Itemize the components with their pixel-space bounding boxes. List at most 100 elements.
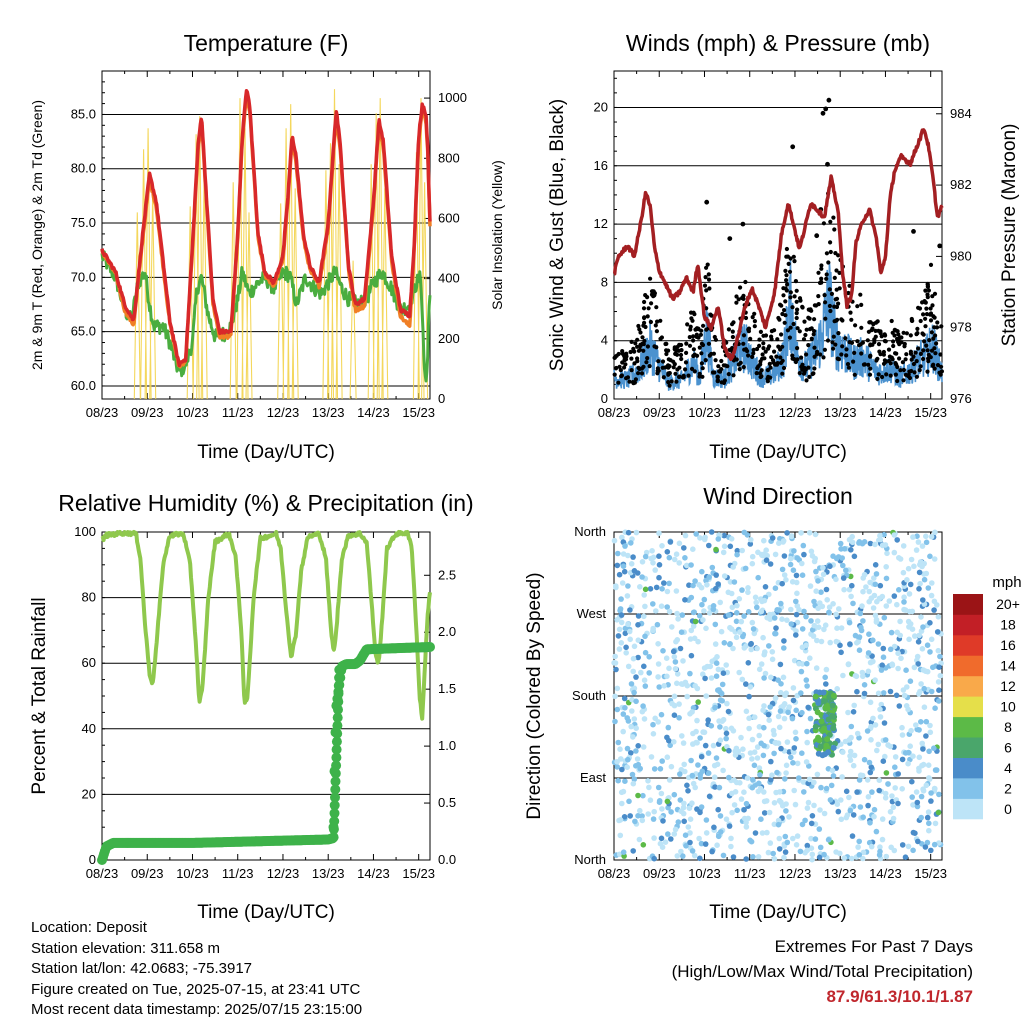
- gust-point: [843, 336, 848, 341]
- winds-xlabel: Time (Day/UTC): [709, 442, 847, 463]
- y-tick-label: 80.0: [71, 161, 96, 176]
- direction-point: [774, 769, 780, 776]
- humidity-title: Relative Humidity (%) & Precipitation (i…: [58, 490, 473, 516]
- direction-point: [877, 536, 884, 543]
- direction-point: [687, 830, 693, 836]
- legend-label: 2: [1004, 780, 1012, 796]
- direction-point: [650, 560, 656, 566]
- direction-point: [909, 626, 916, 632]
- y-tick-label: 12: [594, 216, 608, 231]
- direction-point: [688, 562, 694, 568]
- gust-point: [810, 371, 815, 377]
- direction-point: [760, 707, 766, 713]
- direction-point: [656, 562, 663, 568]
- gust-point: [912, 370, 917, 375]
- gust-point: [687, 343, 693, 348]
- gust-point: [706, 272, 711, 277]
- gust-point: [839, 352, 844, 357]
- gust-point: [895, 378, 900, 384]
- gust-point: [703, 358, 708, 363]
- direction-point: [660, 818, 666, 824]
- direction-point: [877, 582, 884, 589]
- y-tick-label: 0: [601, 391, 608, 406]
- gust-point: [727, 347, 732, 352]
- direction-point: [619, 534, 625, 541]
- direction-point: [714, 654, 720, 660]
- direction-point: [726, 823, 733, 829]
- direction-point: [665, 831, 671, 837]
- direction-point: [866, 759, 873, 766]
- gust-point: [691, 347, 697, 352]
- direction-point: [765, 849, 772, 856]
- direction-point: [746, 715, 752, 722]
- direction-point: [811, 802, 817, 809]
- gust-point: [645, 344, 651, 349]
- gust-point: [706, 277, 712, 282]
- gust-point: [903, 357, 908, 362]
- direction-point: [723, 662, 729, 668]
- direction-point: [668, 763, 675, 770]
- direction-point: [804, 728, 810, 735]
- direction-point: [834, 625, 840, 631]
- direction-point: [924, 668, 931, 675]
- direction-point: [692, 578, 698, 584]
- direction-point: [892, 754, 899, 760]
- direction-point: [855, 639, 861, 645]
- direction-point: [727, 641, 733, 647]
- direction-point: [692, 784, 698, 791]
- gust-point: [868, 353, 873, 358]
- direction-point: [626, 628, 633, 635]
- direction-point: [676, 560, 682, 566]
- gust-point: [884, 372, 889, 377]
- direction-point: [891, 643, 898, 650]
- direction-point: [854, 730, 861, 737]
- precip-point: [328, 832, 339, 843]
- direction-point: [712, 641, 719, 647]
- direction-point: [631, 776, 638, 782]
- direction-point: [928, 798, 934, 804]
- y-tick-label: South: [572, 688, 606, 703]
- direction-point: [776, 835, 783, 842]
- gust-point: [704, 327, 709, 332]
- x-tick-label: 13/23: [312, 866, 345, 881]
- direction-point: [620, 849, 627, 855]
- gust-point: [757, 337, 762, 342]
- direction-point: [763, 557, 770, 563]
- y-tick-label: North: [574, 524, 606, 539]
- gust-point: [652, 344, 657, 349]
- gust-point: [786, 261, 791, 266]
- gust-point: [925, 348, 930, 353]
- direction-point: [789, 715, 796, 722]
- legend-label: 10: [1000, 699, 1016, 715]
- direction-point: [631, 643, 638, 650]
- direction-point: [650, 601, 656, 607]
- direction-point: [880, 645, 887, 652]
- data-timestamp: Most recent data timestamp: 2025/07/15 2…: [31, 1001, 363, 1018]
- direction-point: [793, 598, 799, 605]
- x-tick-label: 08/23: [598, 866, 631, 881]
- y-tick-label: 20: [82, 786, 96, 801]
- direction-point: [784, 839, 791, 846]
- direction-point: [856, 634, 863, 640]
- gust-point: [865, 338, 870, 343]
- gust-point: [790, 144, 796, 150]
- direction-point: [635, 613, 642, 619]
- x-tick-label: 12/23: [267, 405, 300, 420]
- direction-point: [843, 814, 850, 821]
- gust-point: [715, 374, 720, 379]
- gust-point: [715, 379, 720, 384]
- direction-point: [900, 687, 907, 693]
- direction-point: [759, 830, 766, 836]
- gust-point: [684, 350, 689, 355]
- direction-point: [629, 708, 635, 714]
- direction-point: [673, 638, 679, 645]
- gust-point: [797, 329, 802, 334]
- direction-point: [683, 843, 689, 849]
- direction-point: [738, 618, 745, 625]
- direction-point: [890, 815, 897, 822]
- direction-point: [778, 745, 784, 752]
- direction-point: [760, 634, 766, 641]
- temperature-ylabel: 2m & 9m T (Red, Orange) & 2m Td (Green): [29, 100, 45, 370]
- direction-point: [617, 832, 624, 839]
- gust-point: [642, 299, 647, 305]
